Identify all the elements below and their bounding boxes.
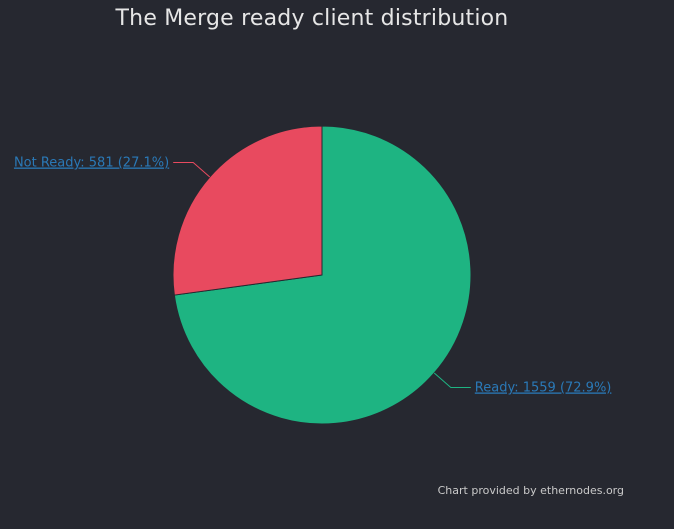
data-label-ready[interactable]: Ready: 1559 (72.9%) xyxy=(475,380,612,395)
chart-credit[interactable]: Chart provided by ethernodes.org xyxy=(437,484,624,497)
chart-title: The Merge ready client distribution xyxy=(115,6,509,31)
pie-slice-not-ready[interactable] xyxy=(172,125,323,296)
data-label-not-ready[interactable]: Not Ready: 581 (27.1%) xyxy=(14,156,169,171)
connector-ready xyxy=(433,372,471,388)
connector-not-ready xyxy=(173,162,211,178)
